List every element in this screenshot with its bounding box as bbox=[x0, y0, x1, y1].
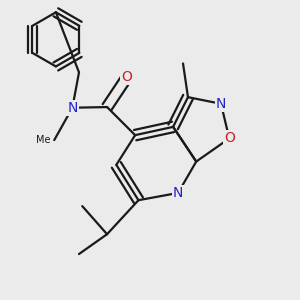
Text: Me: Me bbox=[36, 135, 50, 145]
Text: N: N bbox=[173, 186, 183, 200]
Text: N: N bbox=[67, 101, 78, 115]
Text: O: O bbox=[122, 70, 132, 84]
Text: O: O bbox=[224, 131, 235, 146]
Text: N: N bbox=[216, 97, 226, 111]
